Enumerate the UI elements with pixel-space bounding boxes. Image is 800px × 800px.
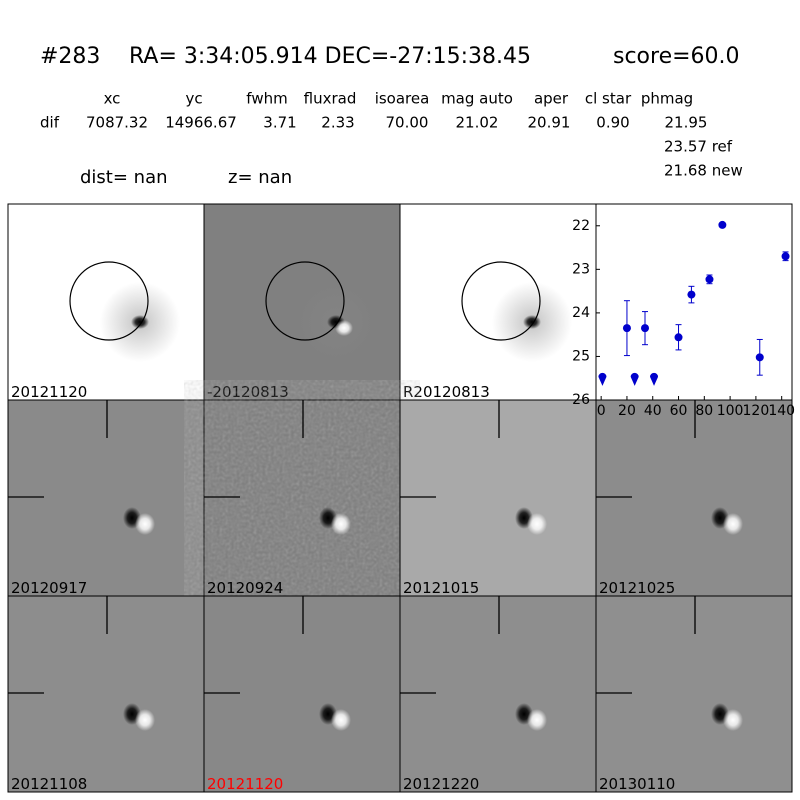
panel-label: 20121108 <box>11 775 87 793</box>
source-bright <box>135 709 155 731</box>
panel-label: 20121025 <box>599 579 675 597</box>
panel-image <box>7 399 205 597</box>
upper-limit <box>650 372 659 386</box>
y-tick-label: 23 <box>572 261 590 277</box>
panel-image <box>595 399 793 597</box>
panel-label: 20121120 <box>207 775 283 793</box>
plot-area <box>595 203 793 401</box>
x-tick-label: 0 <box>597 403 606 419</box>
cell-value: 0.90 <box>596 114 629 132</box>
x-tick-label: 140 <box>768 403 795 419</box>
column-header: isoarea <box>375 90 430 108</box>
column-header: cl star <box>585 90 632 108</box>
cell-value: 70.00 <box>386 114 429 132</box>
panel-label: 20121015 <box>403 579 479 597</box>
x-tick-label: 20 <box>618 403 636 419</box>
source-bright <box>331 709 351 731</box>
column-header: yc <box>185 90 202 108</box>
panel-image <box>399 399 597 597</box>
x-tick-label: 80 <box>695 403 713 419</box>
panel-label: R20120813 <box>403 383 490 401</box>
column-header: fluxrad <box>304 90 357 108</box>
cell-value: 2.33 <box>321 114 354 132</box>
aperture <box>461 261 541 341</box>
cell-value: 3.71 <box>263 114 296 132</box>
panel-label: 20120917 <box>11 579 87 597</box>
panel-label: 20121120 <box>11 383 87 401</box>
redshift: z= nan <box>228 167 292 188</box>
object-id: #283 <box>40 44 100 69</box>
x-tick-label: 120 <box>743 403 770 419</box>
source-bright <box>527 513 547 535</box>
y-tick-label: 22 <box>572 218 590 234</box>
source-bright <box>723 513 743 535</box>
cell-value: 20.91 <box>528 114 571 132</box>
source-bright <box>331 513 351 535</box>
point <box>718 220 727 229</box>
panel-image <box>595 595 793 793</box>
upper-limit <box>598 372 607 386</box>
panel-label: 20120924 <box>207 579 283 597</box>
point <box>781 252 790 261</box>
x-tick-label: 40 <box>644 403 662 419</box>
panel-label: 20121220 <box>403 775 479 793</box>
dist: dist= nan <box>80 167 168 188</box>
new-mag: 21.68 new <box>664 162 743 180</box>
cell-value: 21.95 <box>665 114 708 132</box>
column-header: phmag <box>641 90 693 108</box>
point <box>705 275 714 284</box>
column-header: mag auto <box>441 90 513 108</box>
source-dark <box>523 315 541 329</box>
x-tick-label: 100 <box>717 403 744 419</box>
y-tick-label: 26 <box>572 392 590 408</box>
cell-value: 21.02 <box>456 114 499 132</box>
source-bright <box>335 320 353 336</box>
column-header: fwhm <box>246 90 287 108</box>
point <box>622 324 631 333</box>
coordinates: RA= 3:34:05.914 DEC=-27:15:38.45 <box>129 44 531 69</box>
y-tick-label: 24 <box>572 305 590 321</box>
column-header: aper <box>534 90 569 108</box>
point <box>641 324 649 333</box>
upper-limit <box>630 372 639 386</box>
cell-value: 14966.67 <box>165 114 237 132</box>
point <box>674 333 683 342</box>
point <box>755 353 764 362</box>
panels: 20121120 -20120813 R20120813 20120917 201209… <box>7 203 793 793</box>
panel-image <box>399 595 597 793</box>
y-tick-label: 25 <box>572 348 590 364</box>
aperture <box>69 261 149 341</box>
ref-mag: 23.57 ref <box>664 138 733 156</box>
source-dark <box>131 315 149 329</box>
point <box>687 290 696 299</box>
noise <box>204 400 400 596</box>
panel-label: -20120813 <box>207 383 289 401</box>
score: score=60.0 <box>613 44 740 69</box>
source-bright <box>135 513 155 535</box>
row-label: dif <box>40 114 60 132</box>
aperture <box>265 261 345 341</box>
panel-label: 20130110 <box>599 775 675 793</box>
source-bright <box>527 709 547 731</box>
x-tick-label: 60 <box>670 403 688 419</box>
panel-image <box>203 595 401 793</box>
lightcurve: 0 20 40 60 80 100 120 140 22 23 24 25 26 <box>572 203 795 419</box>
cell-value: 7087.32 <box>86 114 148 132</box>
column-header: xc <box>104 90 121 108</box>
source-bright <box>723 709 743 731</box>
panel-image <box>7 595 205 793</box>
